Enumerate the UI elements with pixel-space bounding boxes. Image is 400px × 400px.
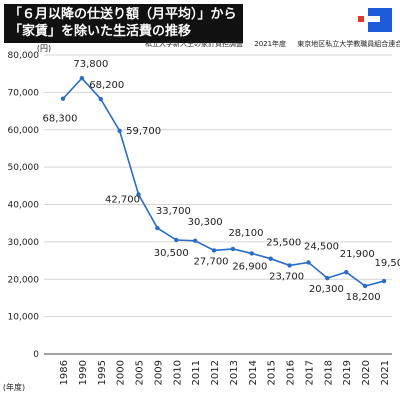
data-label: 33,700 [156,206,191,217]
data-point [381,278,387,284]
title-line-1: 「６月以降の仕送り額（月平均）」から [9,7,237,22]
data-point [344,269,349,275]
logo-blue-shape [368,8,392,32]
logo-red-square [358,16,364,22]
x-tick-label: 2013 [229,360,240,385]
x-tick-label: 2012 [210,360,221,385]
data-point [211,248,217,253]
source-survey: 私立大学新入生の家計負担調査 [145,40,243,48]
data-label: 28,100 [228,228,263,239]
data-point [98,96,103,102]
x-tick-label: 2015 [267,360,278,385]
grid-lines [44,54,392,355]
y-axis-label: (円) [37,44,51,53]
data-label: 27,700 [194,256,229,267]
x-tick-label: 2019 [342,360,353,385]
data-point [60,96,66,101]
series-line-group: 68,300 73,800 68,200 59,700 42,700 33,700 30,5… [43,59,400,303]
data-label: 21,900 [340,249,375,260]
y-tick-label: 10,000 [8,313,40,323]
y-tick-label: 30,000 [8,238,40,248]
brand-logo-icon [358,8,392,32]
x-tick-label: 2020 [361,360,372,385]
data-label: 30,300 [188,217,223,228]
data-label: 19,500 [375,258,400,269]
y-tick-label: 80,000 [8,51,40,61]
y-tick-label: 70,000 [8,88,40,98]
data-point [287,263,292,268]
y-tick-label: 40,000 [8,201,40,211]
data-point [249,251,255,256]
data-label: 18,200 [346,292,381,303]
data-label: 24,500 [304,241,339,252]
x-tick-label: 1995 [97,360,108,385]
data-point [155,225,160,231]
data-point [268,256,273,261]
data-point [192,238,198,243]
data-label: 42,700 [105,194,140,205]
y-tick-label: 0 [33,350,39,360]
source-year: 2021年度 [254,40,287,48]
y-tick-label: 50,000 [8,163,40,173]
data-label: 59,700 [126,126,161,137]
data-label: 73,800 [73,59,108,70]
series-line [62,76,385,287]
x-tick-label: 2016 [286,360,297,385]
data-label: 20,300 [309,284,344,295]
data-point [230,246,236,252]
y-tick-label: 60,000 [8,126,40,136]
x-tick-label: 2000 [116,360,127,385]
x-tick-label: 2017 [304,360,315,385]
data-point [306,260,311,265]
data-point [174,237,179,243]
x-tick-label: 2011 [191,360,202,385]
x-tick-label: 2014 [248,360,259,385]
data-label: 25,500 [266,238,301,249]
data-point [136,192,141,197]
data-label: 68,200 [89,80,124,91]
data-label: 68,300 [43,114,78,125]
x-tick-label: 2021 [380,360,391,385]
axes: 0 10,000 20,000 30,000 40,000 50,000 60,000 70,… [8,51,392,385]
x-tick-label: 2018 [323,360,334,385]
source-organization: 東京地区私立大学教職員組合連合 [297,40,400,48]
data-point [325,275,330,281]
data-point [117,128,122,134]
x-tick-label: 2005 [135,360,146,385]
chart-title: 「６月以降の仕送り額（月平均）」から 「家賃」を除いた生活費の推移 [4,4,243,43]
data-point [79,75,85,81]
x-axis-label: (年度) [3,382,25,392]
x-tick-label: 1990 [78,360,89,385]
x-tick-label: 2010 [172,360,183,385]
x-tick-label: 1986 [59,360,70,385]
y-tick-label: 20,000 [8,275,40,285]
title-line-2: 「家賃」を除いた生活費の推移 [9,24,192,39]
data-point [362,283,368,289]
source-caption: 私立大学新入生の家計負担調査 2021年度 東京地区私立大学教職員組合連合 [145,39,400,49]
data-label: 30,500 [154,248,189,259]
data-label: 23,700 [269,271,304,282]
x-tick-label: 2009 [153,360,164,385]
data-label: 26,900 [232,261,267,272]
